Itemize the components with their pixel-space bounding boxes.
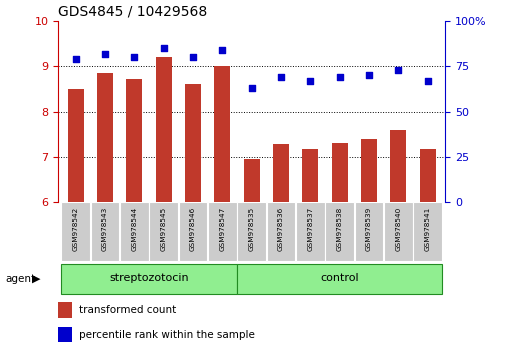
Text: GSM978538: GSM978538 bbox=[336, 207, 342, 251]
Bar bbox=[331, 143, 347, 202]
Bar bbox=[61, 264, 237, 294]
Text: transformed count: transformed count bbox=[79, 305, 176, 315]
Point bbox=[189, 55, 197, 60]
Bar bbox=[383, 202, 412, 261]
Point bbox=[72, 56, 80, 62]
Point bbox=[335, 74, 343, 80]
Text: GSM978546: GSM978546 bbox=[190, 207, 196, 251]
Bar bbox=[61, 202, 90, 261]
Bar bbox=[413, 202, 441, 261]
Bar bbox=[120, 202, 148, 261]
Text: GSM978535: GSM978535 bbox=[248, 207, 254, 251]
Text: ▶: ▶ bbox=[32, 274, 40, 284]
Bar bbox=[325, 202, 354, 261]
Text: GSM978541: GSM978541 bbox=[424, 207, 430, 251]
Bar bbox=[237, 264, 441, 294]
Point bbox=[218, 47, 226, 53]
Bar bbox=[301, 149, 318, 202]
Bar bbox=[68, 89, 84, 202]
Bar bbox=[389, 131, 406, 202]
Bar bbox=[156, 57, 172, 202]
Bar bbox=[273, 144, 288, 202]
Bar bbox=[295, 202, 324, 261]
Bar bbox=[243, 159, 259, 202]
Text: GSM978540: GSM978540 bbox=[394, 207, 400, 251]
Point bbox=[130, 55, 138, 60]
Point bbox=[306, 78, 314, 84]
Bar bbox=[58, 327, 72, 342]
Bar bbox=[360, 139, 376, 202]
Text: agent: agent bbox=[5, 274, 35, 284]
Bar bbox=[208, 202, 236, 261]
Text: GSM978537: GSM978537 bbox=[307, 207, 313, 251]
Bar bbox=[214, 67, 230, 202]
Text: GSM978536: GSM978536 bbox=[278, 207, 283, 251]
Text: control: control bbox=[320, 273, 359, 283]
Text: GSM978544: GSM978544 bbox=[131, 207, 137, 251]
Bar bbox=[126, 79, 142, 202]
Point bbox=[364, 73, 372, 78]
Bar bbox=[178, 202, 207, 261]
Point bbox=[423, 78, 431, 84]
Text: GDS4845 / 10429568: GDS4845 / 10429568 bbox=[58, 5, 207, 19]
Text: GSM978539: GSM978539 bbox=[365, 207, 371, 251]
Text: percentile rank within the sample: percentile rank within the sample bbox=[79, 330, 255, 339]
Point bbox=[160, 46, 168, 51]
Bar bbox=[58, 302, 72, 318]
Text: GSM978543: GSM978543 bbox=[102, 207, 108, 251]
Text: GSM978545: GSM978545 bbox=[161, 207, 167, 251]
Text: streptozotocin: streptozotocin bbox=[109, 273, 188, 283]
Bar bbox=[97, 73, 113, 202]
Point bbox=[247, 85, 256, 91]
Point bbox=[101, 51, 109, 57]
Bar bbox=[354, 202, 383, 261]
Bar bbox=[185, 84, 201, 202]
Bar bbox=[90, 202, 119, 261]
Bar bbox=[149, 202, 178, 261]
Point bbox=[276, 74, 284, 80]
Bar bbox=[237, 202, 266, 261]
Bar bbox=[419, 149, 435, 202]
Bar bbox=[266, 202, 295, 261]
Point bbox=[393, 67, 401, 73]
Text: GSM978542: GSM978542 bbox=[73, 207, 79, 251]
Text: GSM978547: GSM978547 bbox=[219, 207, 225, 251]
